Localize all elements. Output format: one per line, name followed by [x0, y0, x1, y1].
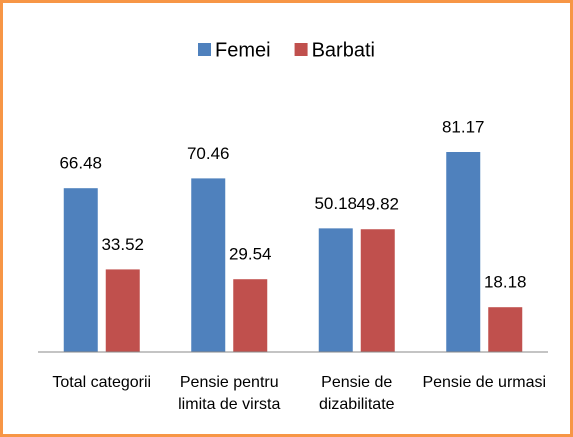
x-tick-label: Pensie pentru limita de virsta — [178, 374, 281, 413]
bar — [233, 279, 268, 352]
x-tick-label: Total categorii — [52, 374, 152, 391]
legend-label: Barbati — [312, 39, 375, 61]
bar — [105, 269, 140, 352]
value-label: 66.48 — [59, 154, 102, 173]
value-label: 70.46 — [187, 144, 230, 163]
x-tick-label: Pensie de urmasi — [422, 374, 547, 391]
bar — [63, 188, 98, 352]
legend-swatch — [198, 43, 211, 56]
bar — [191, 178, 226, 352]
value-label: 50.18 — [314, 194, 357, 213]
legend-swatch — [294, 43, 308, 56]
bar — [360, 229, 395, 352]
value-label: 81.17 — [442, 117, 485, 136]
bar — [318, 228, 353, 352]
legend-label: Femei — [215, 39, 271, 61]
value-label: 49.82 — [356, 195, 399, 214]
value-label: 33.52 — [101, 235, 144, 254]
bar — [488, 307, 523, 352]
value-label: 18.18 — [484, 273, 527, 292]
x-tick-label: Pensie de dizabilitate — [318, 374, 395, 413]
value-label: 29.54 — [229, 245, 272, 264]
bar — [446, 152, 481, 352]
